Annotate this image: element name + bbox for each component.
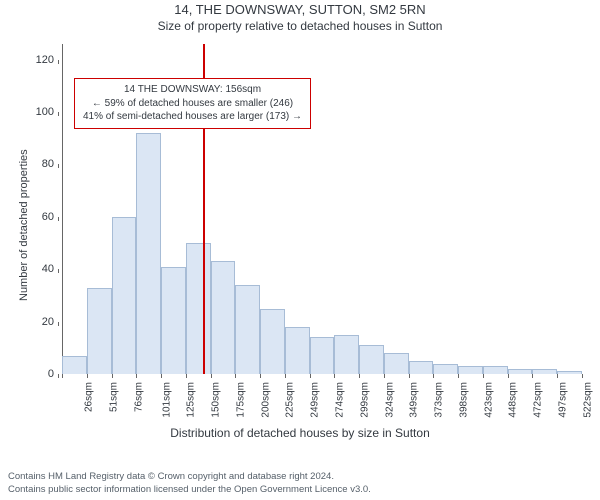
chart-title: 14, THE DOWNSWAY, SUTTON, SM2 5RN — [0, 2, 600, 17]
x-tick-mark — [235, 374, 236, 378]
x-tick-mark — [384, 374, 385, 378]
histogram-bar — [260, 309, 285, 374]
x-tick-label: 522sqm — [582, 382, 593, 418]
footer-attribution: Contains HM Land Registry data © Crown c… — [8, 471, 371, 496]
x-tick-mark — [433, 374, 434, 378]
y-tick-label: 40 — [42, 263, 54, 275]
histogram-bar — [384, 353, 409, 374]
x-tick-label: 373sqm — [433, 382, 444, 418]
x-tick-mark — [334, 374, 335, 378]
x-tick-mark — [87, 374, 88, 378]
histogram-bar — [211, 261, 236, 374]
histogram-bar — [186, 243, 211, 374]
x-tick-label: 349sqm — [409, 382, 420, 418]
x-tick-label: 101sqm — [161, 382, 172, 418]
histogram-bar — [310, 337, 335, 374]
x-tick-label: 472sqm — [532, 382, 543, 418]
histogram-bar — [62, 356, 87, 374]
x-tick-label: 200sqm — [260, 382, 271, 418]
annotation-line-1: 14 THE DOWNSWAY: 156sqm — [83, 83, 302, 97]
chart-container: 14, THE DOWNSWAY, SUTTON, SM2 5RN Size o… — [0, 0, 600, 500]
annotation-line-2: ← 59% of detached houses are smaller (24… — [83, 97, 302, 111]
histogram-bar — [508, 369, 533, 374]
y-tick-label: 0 — [48, 368, 54, 380]
y-tick-mark — [58, 374, 59, 378]
y-tick-mark — [58, 322, 59, 326]
x-tick-mark — [557, 374, 558, 378]
annotation-box: 14 THE DOWNSWAY: 156sqm← 59% of detached… — [74, 78, 311, 129]
histogram-bar — [458, 366, 483, 374]
x-tick-label: 423sqm — [483, 382, 494, 418]
x-tick-label: 398sqm — [458, 382, 469, 418]
x-tick-mark — [458, 374, 459, 378]
x-tick-label: 51sqm — [109, 382, 120, 412]
x-tick-label: 225sqm — [285, 382, 296, 418]
x-tick-mark — [483, 374, 484, 378]
y-tick-label: 20 — [42, 316, 54, 328]
histogram-bar — [87, 288, 112, 374]
x-tick-mark — [62, 374, 63, 378]
x-tick-label: 150sqm — [210, 382, 221, 418]
histogram-bar — [285, 327, 310, 374]
x-tick-mark — [186, 374, 187, 378]
histogram-bar — [557, 371, 582, 374]
x-tick-label: 76sqm — [133, 382, 144, 412]
x-tick-mark — [582, 374, 583, 378]
y-tick-mark — [58, 269, 59, 273]
chart-titles: 14, THE DOWNSWAY, SUTTON, SM2 5RN Size o… — [0, 2, 600, 33]
histogram-bar — [483, 366, 508, 374]
x-tick-label: 299sqm — [359, 382, 370, 418]
x-tick-mark — [359, 374, 360, 378]
y-tick-label: 100 — [36, 106, 54, 118]
histogram-bar — [433, 364, 458, 374]
histogram-bar — [235, 285, 260, 374]
y-tick-mark — [58, 112, 59, 116]
x-tick-label: 175sqm — [235, 382, 246, 418]
y-tick-mark — [58, 217, 59, 221]
histogram-bar — [112, 217, 137, 374]
y-tick-mark — [58, 60, 59, 64]
x-tick-label: 26sqm — [84, 382, 95, 412]
x-tick-mark — [211, 374, 212, 378]
footer-line-1: Contains HM Land Registry data © Crown c… — [8, 471, 371, 483]
x-tick-mark — [260, 374, 261, 378]
x-tick-label: 125sqm — [186, 382, 197, 418]
histogram-bar — [136, 133, 161, 374]
x-tick-mark — [161, 374, 162, 378]
y-tick-mark — [58, 164, 59, 168]
y-axis-line — [62, 44, 63, 374]
histogram-bar — [359, 345, 384, 374]
x-tick-label: 324sqm — [384, 382, 395, 418]
x-tick-mark — [508, 374, 509, 378]
plot-area: 02040608010012026sqm51sqm76sqm101sqm125s… — [62, 44, 582, 374]
y-tick-label: 60 — [42, 211, 54, 223]
histogram-bar — [532, 369, 557, 374]
x-tick-label: 497sqm — [557, 382, 568, 418]
y-tick-label: 120 — [36, 54, 54, 66]
x-tick-label: 274sqm — [334, 382, 345, 418]
histogram-bar — [334, 335, 359, 374]
x-tick-mark — [285, 374, 286, 378]
x-axis-label: Distribution of detached houses by size … — [0, 426, 600, 440]
y-axis-label: Number of detached properties — [18, 150, 30, 302]
footer-line-2: Contains public sector information licen… — [8, 484, 371, 496]
x-tick-mark — [112, 374, 113, 378]
x-tick-mark — [532, 374, 533, 378]
x-tick-label: 448sqm — [508, 382, 519, 418]
annotation-line-3: 41% of semi-detached houses are larger (… — [83, 110, 302, 124]
histogram-bar — [409, 361, 434, 374]
x-tick-mark — [136, 374, 137, 378]
x-tick-label: 249sqm — [310, 382, 321, 418]
histogram-bar — [161, 267, 186, 374]
x-tick-mark — [409, 374, 410, 378]
chart-subtitle: Size of property relative to detached ho… — [0, 19, 600, 33]
y-tick-label: 80 — [42, 158, 54, 170]
x-tick-mark — [310, 374, 311, 378]
